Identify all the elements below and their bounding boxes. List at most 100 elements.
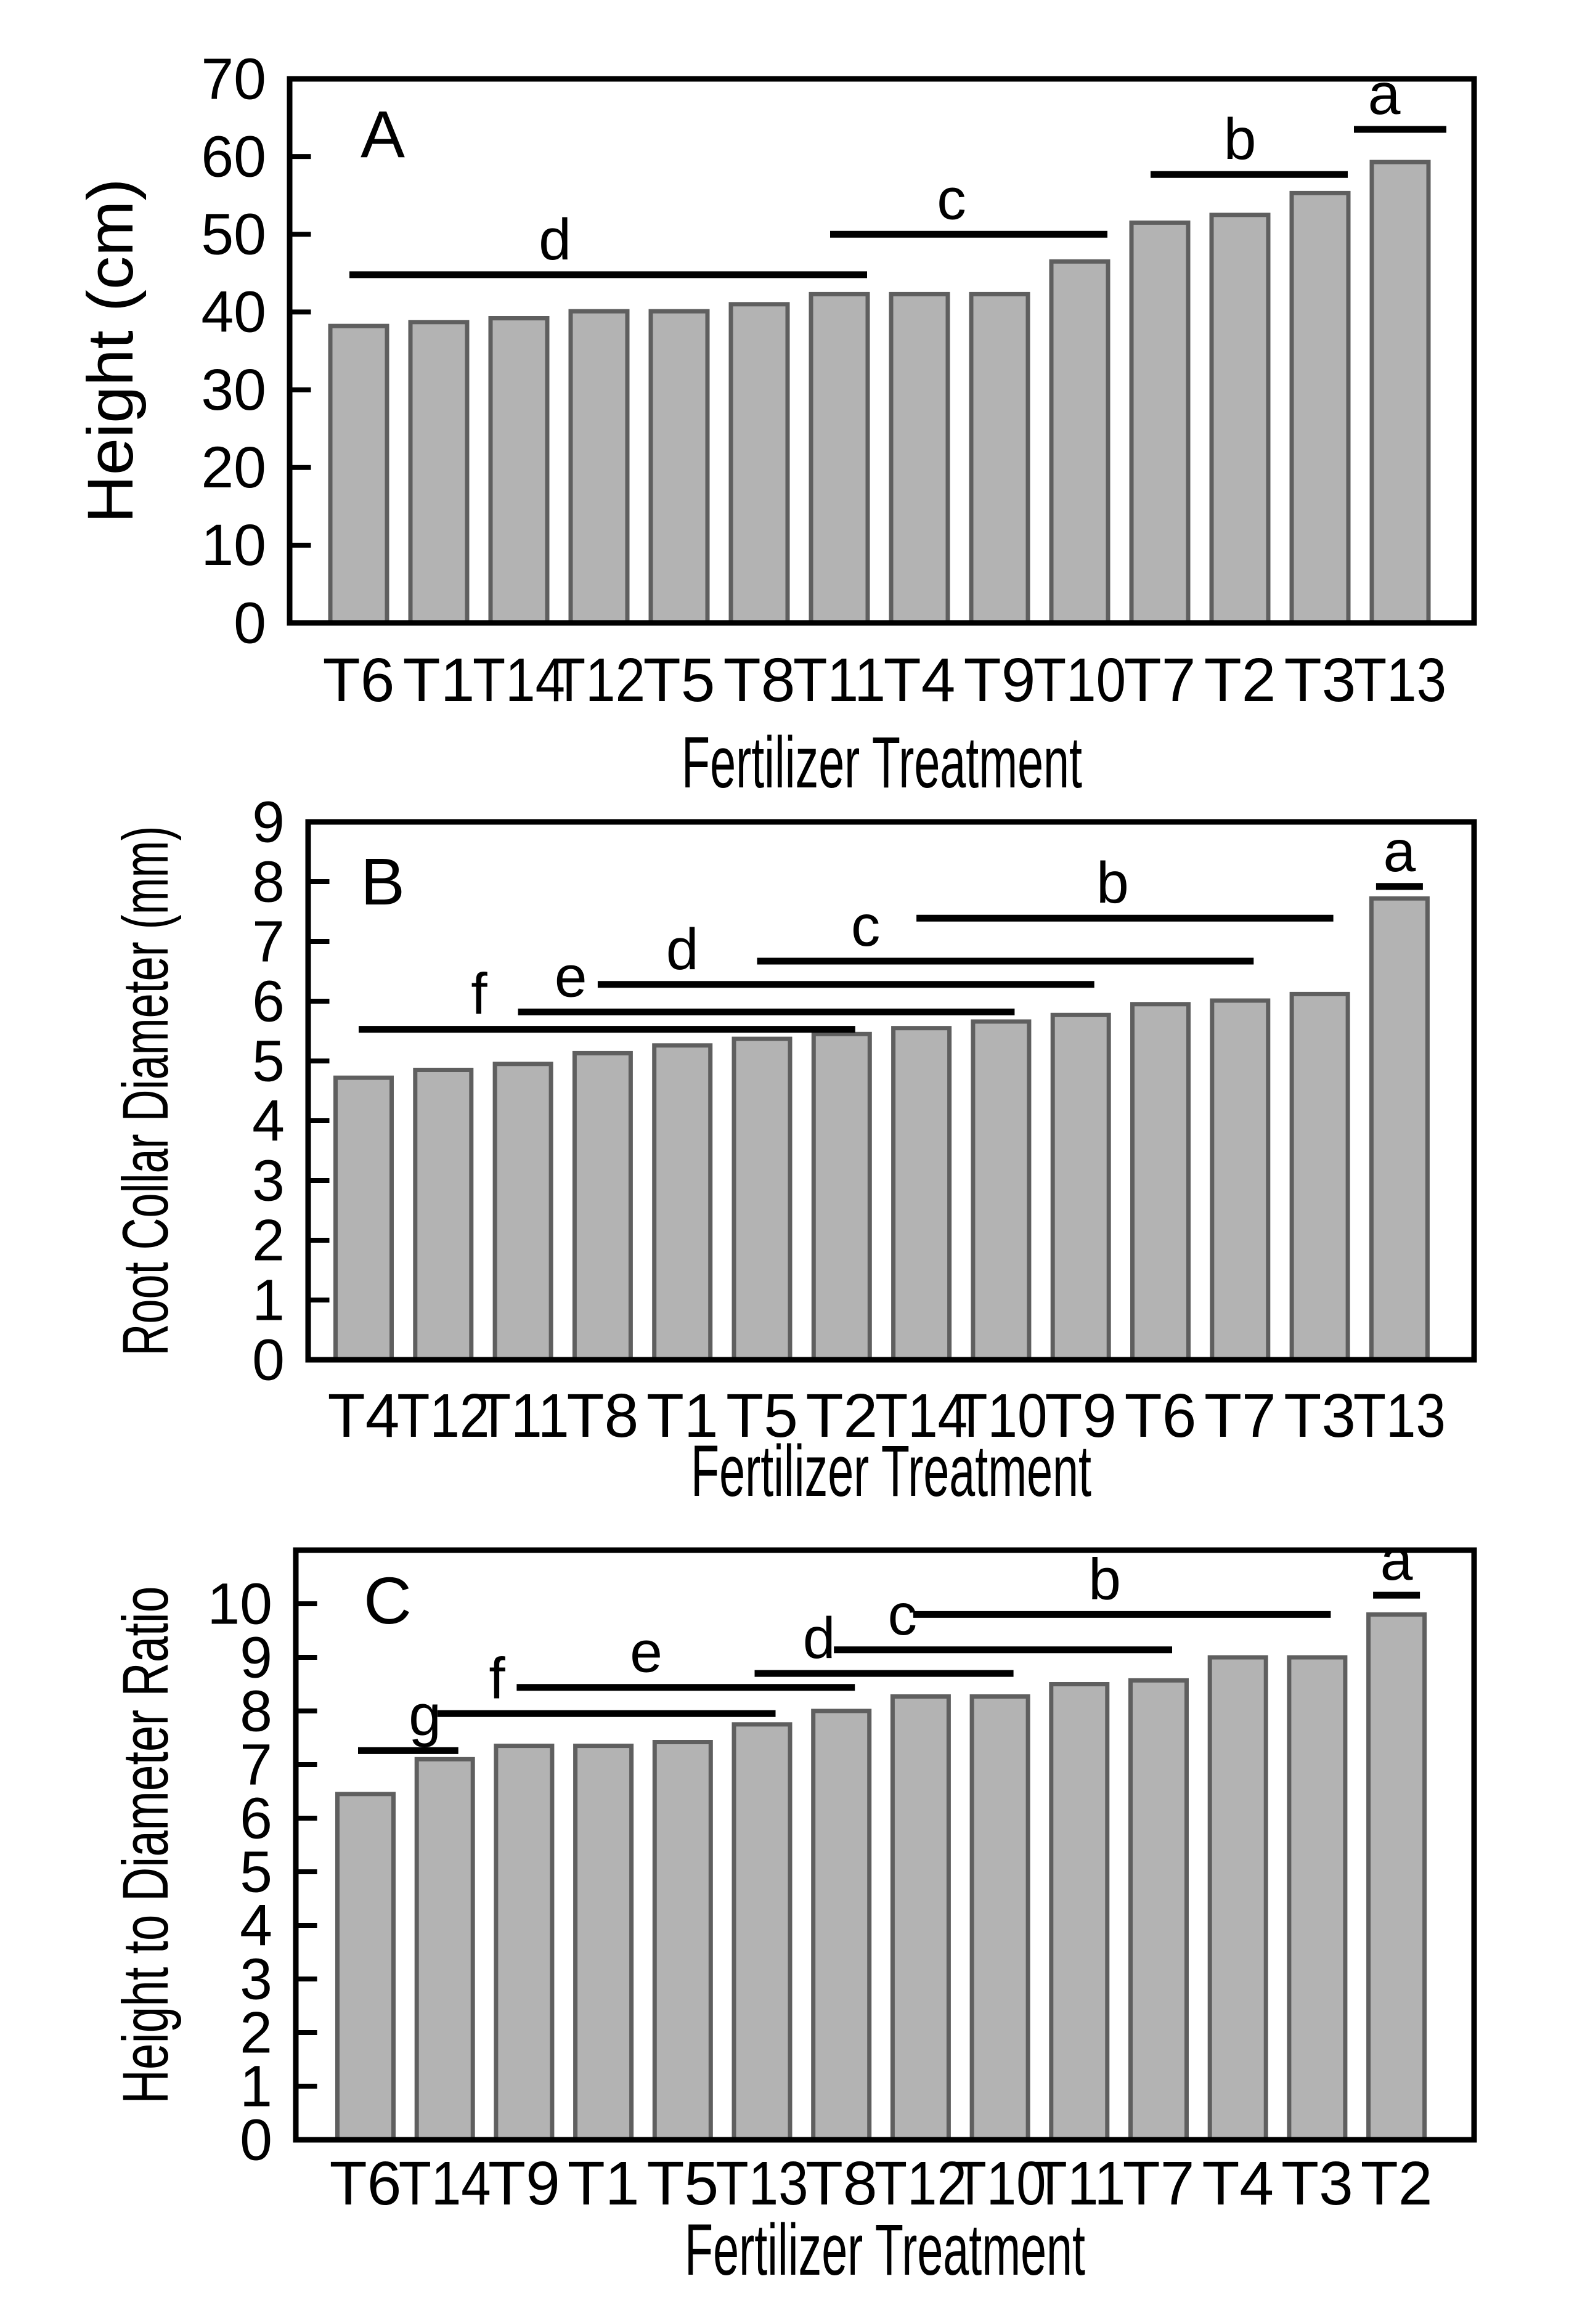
sig-letter-b-f: f <box>471 962 487 1027</box>
bar-b-t3 <box>1289 991 1350 1362</box>
sig-letter-b-a: a <box>1383 819 1416 884</box>
bar-c-t8 <box>811 1708 872 2142</box>
bar-c-t6 <box>335 1792 396 2142</box>
x-axis-title-c: Fertilizer Treatment <box>685 2209 1085 2291</box>
y-tick-label-a-40: 40 <box>201 280 266 345</box>
y-tick-label-a-20: 20 <box>201 435 266 500</box>
bar-c-t9 <box>494 1744 555 2142</box>
x-label-c-t12: T12 <box>874 2149 967 2218</box>
y-tick-label-a-10: 10 <box>201 513 266 578</box>
bar-b-t14 <box>891 1026 952 1362</box>
bar-b-t12 <box>413 1068 474 1362</box>
bar-b-t5 <box>732 1036 793 1362</box>
x-label-c-t4: T4 <box>1202 2149 1274 2218</box>
x-label-b-t2: T2 <box>805 1381 878 1450</box>
x-axis-title-a: Fertilizer Treatment <box>682 722 1082 803</box>
x-label-c-t1: T1 <box>568 2149 640 2218</box>
bar-a-t5 <box>648 309 710 625</box>
bar-a-t11 <box>809 291 870 625</box>
bar-b-t10 <box>971 1019 1032 1362</box>
bar-a-t8 <box>728 302 790 625</box>
x-label-b-t8: T8 <box>567 1381 639 1450</box>
y-tick-label-b-2: 2 <box>252 1208 285 1273</box>
plot-frame-a <box>287 76 1477 626</box>
y-tick-label-b-8: 8 <box>252 849 285 914</box>
bar-c-t3 <box>1287 1655 1348 2142</box>
y-tick-label-c-3: 3 <box>240 1946 272 2012</box>
x-label-b-t5: T5 <box>726 1381 798 1450</box>
bar-a-t4 <box>889 291 950 625</box>
sig-letter-b-c: c <box>851 893 881 959</box>
bar-b-t2 <box>811 1031 872 1362</box>
sig-letter-a-b: b <box>1224 107 1257 172</box>
plot-frame-c <box>293 1547 1477 2143</box>
sig-letter-c-b: b <box>1088 1546 1121 1612</box>
x-label-c-t3: T3 <box>1281 2149 1353 2218</box>
sig-letter-c-f: f <box>489 1646 505 1711</box>
x-label-a-t12: T12 <box>553 646 645 715</box>
x-label-a-t13: T13 <box>1354 646 1446 715</box>
x-label-b-t11: T11 <box>477 1381 569 1450</box>
plot-frame-b <box>305 819 1477 1363</box>
y-tick-label-b-5: 5 <box>252 1028 285 1094</box>
sig-letter-a-a: a <box>1368 62 1401 127</box>
panel-b-bars <box>333 896 1430 1362</box>
y-tick-label-a-60: 60 <box>201 124 266 189</box>
y-tick-label-c-0: 0 <box>240 2107 272 2172</box>
y-tick-label-b-0: 0 <box>252 1327 285 1392</box>
y-tick-label-c-4: 4 <box>240 1893 272 1958</box>
x-label-b-t6: T6 <box>1125 1381 1197 1450</box>
bar-a-t7 <box>1129 220 1191 625</box>
sig-letter-b-e: e <box>555 945 587 1010</box>
y-tick-label-a-50: 50 <box>201 202 266 267</box>
x-label-b-t3: T3 <box>1284 1381 1356 1450</box>
panel-a-y-axis: 0 10 20 30 40 50 60 70 <box>201 46 311 656</box>
panel-letter-c: C <box>364 1563 412 1638</box>
bar-c-t4 <box>1207 1655 1268 2142</box>
y-tick-label-c-9: 9 <box>240 1625 272 1690</box>
sig-letter-b-d: d <box>666 917 699 982</box>
y-tick-label-a-70: 70 <box>201 46 266 112</box>
sig-letter-c-a: a <box>1380 1527 1413 1593</box>
y-axis-title-c: Height to Diameter Ratio <box>110 1587 182 2104</box>
bar-a-t10 <box>1049 259 1111 625</box>
y-tick-label-c-2: 2 <box>240 2000 272 2065</box>
y-tick-label-b-6: 6 <box>252 969 285 1034</box>
y-tick-label-b-1: 1 <box>252 1267 285 1333</box>
x-label-b-t13: T13 <box>1353 1381 1446 1450</box>
y-tick-label-c-6: 6 <box>240 1786 272 1851</box>
x-label-a-t8: T8 <box>723 646 796 715</box>
x-label-c-t9: T9 <box>488 2149 560 2218</box>
y-axis-title-b: Root Collar Diameter (mm) <box>110 826 182 1356</box>
x-label-a-t2: T2 <box>1204 646 1276 715</box>
x-label-a-t5: T5 <box>643 646 715 715</box>
bar-a-t1 <box>408 320 470 625</box>
bar-c-t5 <box>652 1740 713 2142</box>
bar-b-t13 <box>1369 896 1430 1362</box>
x-label-a-t4: T4 <box>884 646 956 715</box>
y-tick-label-a-0: 0 <box>234 590 266 656</box>
bar-a-t2 <box>1209 213 1271 625</box>
bar-b-t8 <box>572 1050 633 1362</box>
bar-a-t6 <box>328 323 389 625</box>
bar-c-t2 <box>1366 1612 1427 2142</box>
sig-letter-b-b: b <box>1096 850 1129 916</box>
sig-letter-c-e: e <box>630 1620 662 1685</box>
x-label-a-t1: T1 <box>403 646 475 715</box>
sig-letter-c-d: d <box>803 1606 836 1671</box>
x-label-a-t6: T6 <box>323 646 395 715</box>
bar-c-t13 <box>732 1722 793 2142</box>
bar-c-t1 <box>573 1744 634 2142</box>
bar-c-t11 <box>1049 1682 1110 2142</box>
y-tick-label-c-1: 1 <box>240 2054 272 2119</box>
bar-c-t7 <box>1128 1678 1189 2142</box>
x-label-b-t7: T7 <box>1204 1381 1276 1450</box>
sig-letter-c-g: g <box>409 1683 441 1748</box>
